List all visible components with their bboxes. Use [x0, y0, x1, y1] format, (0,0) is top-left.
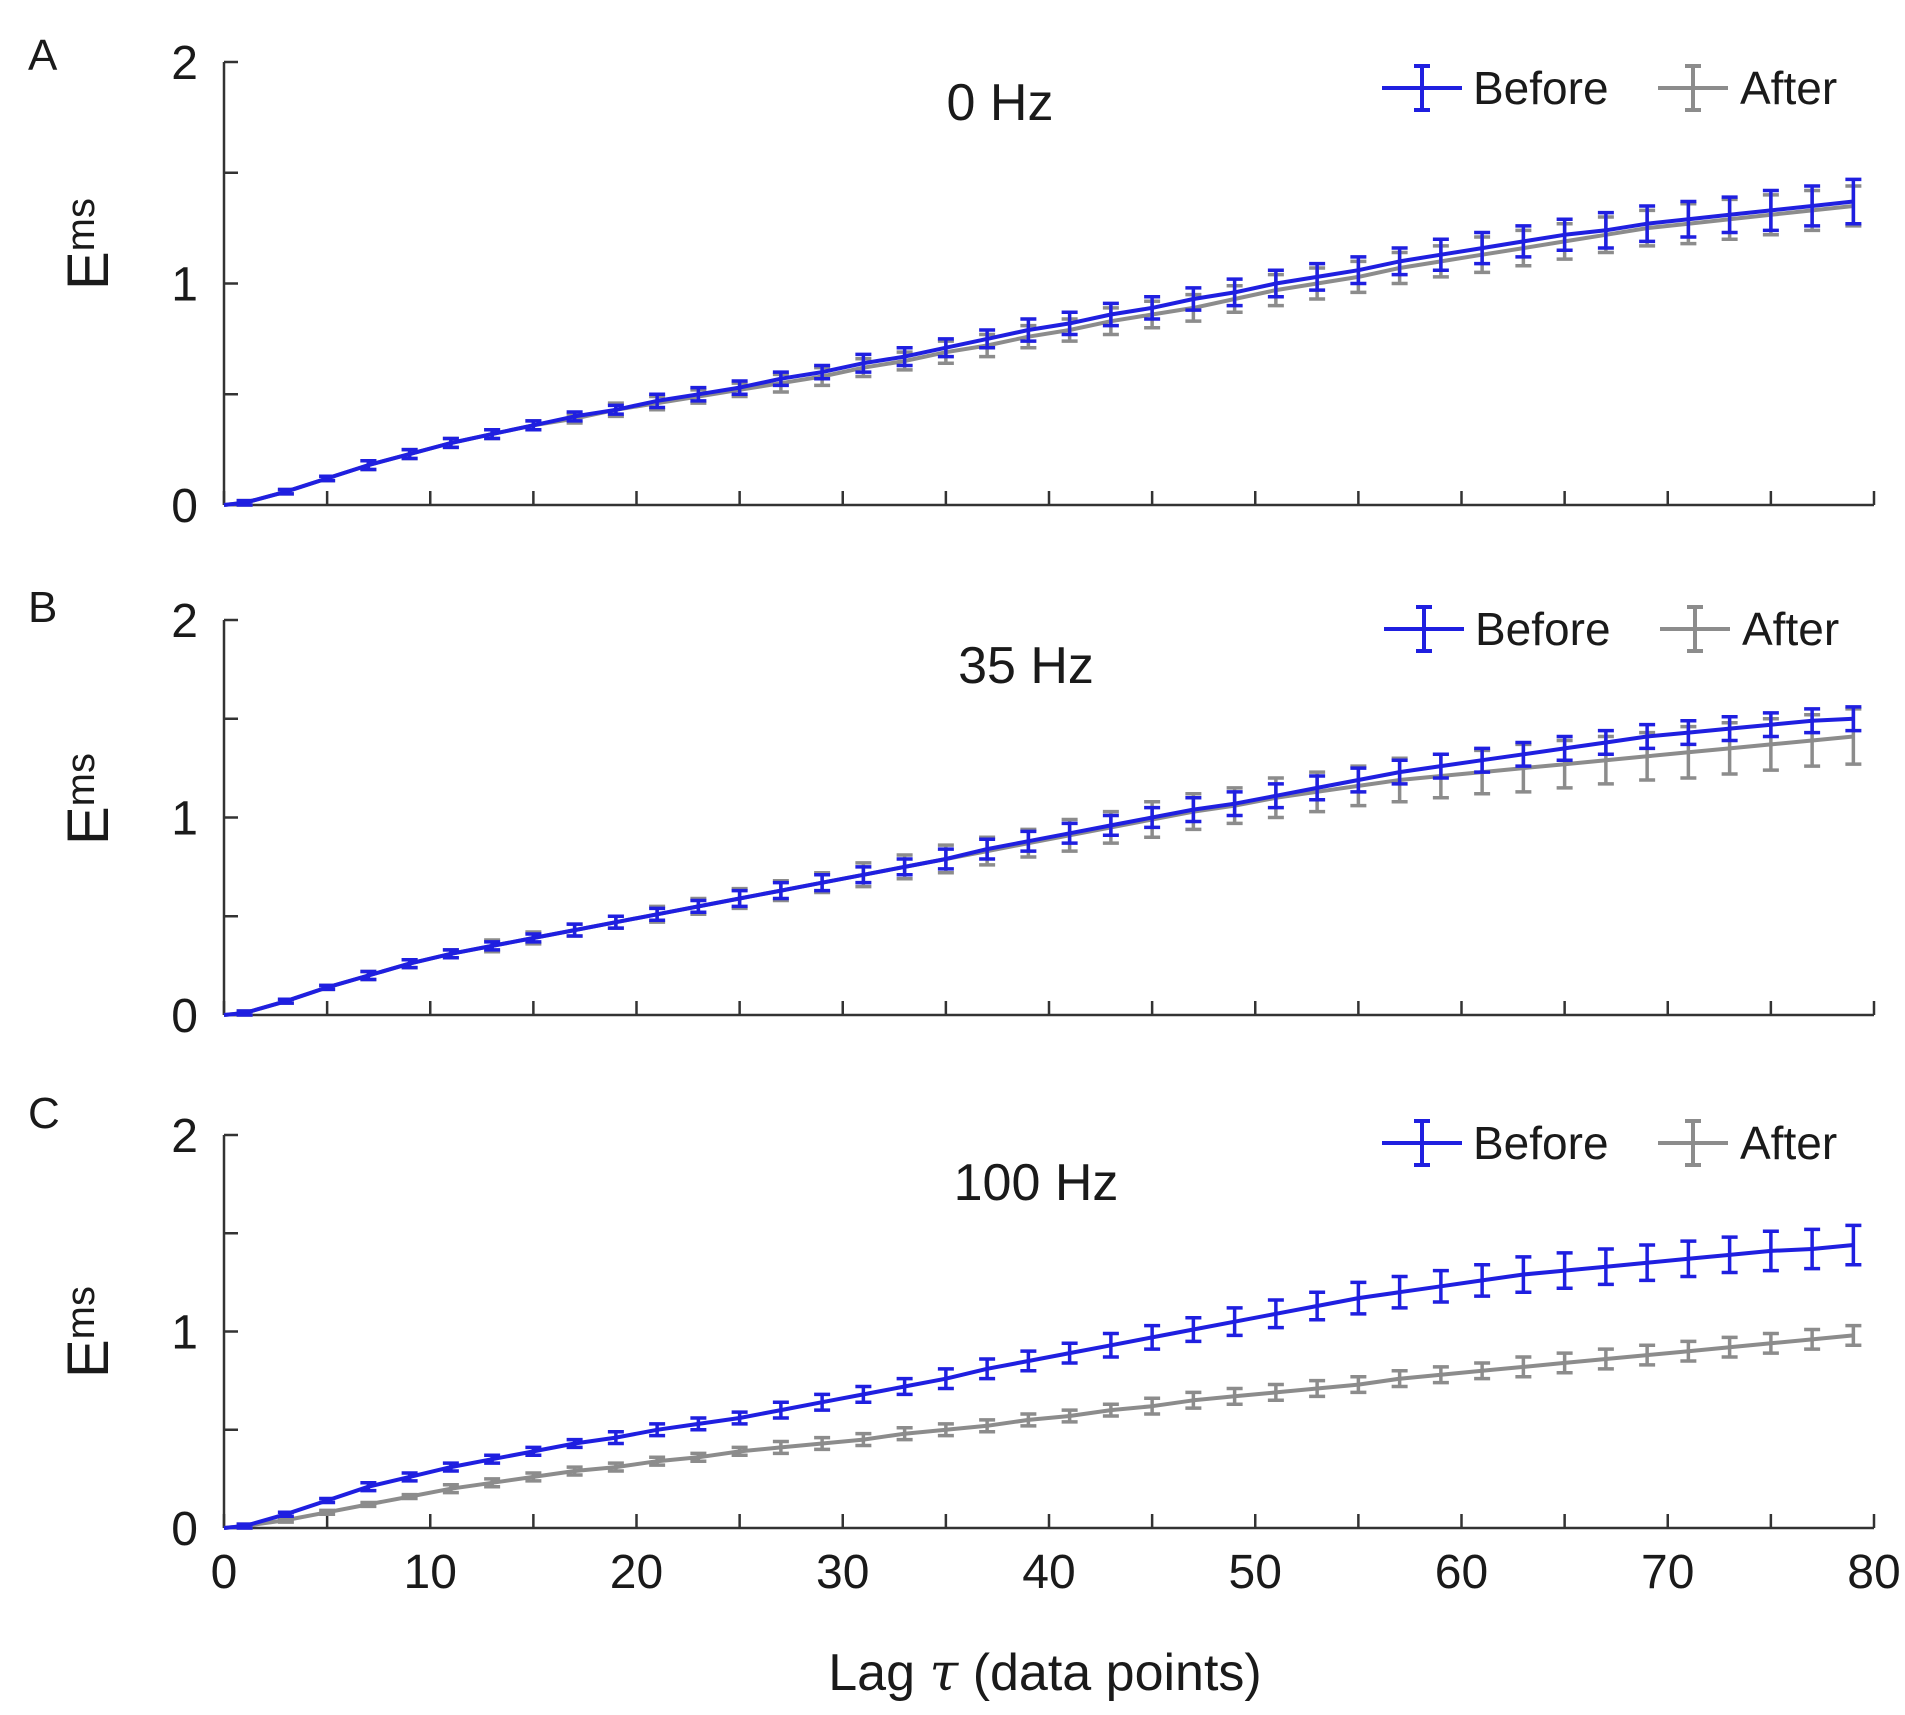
- y-axis-label-sub: ms: [59, 1286, 103, 1339]
- y-tick-label: 1: [171, 793, 198, 846]
- x-axis-label-suffix: (data points): [958, 1644, 1262, 1702]
- x-tick-label: 40: [1022, 1546, 1075, 1599]
- x-tick-label: 70: [1641, 1546, 1694, 1599]
- x-tick-label: 50: [1229, 1546, 1282, 1599]
- legend: Before After: [1384, 603, 1839, 655]
- series-line-after: [223, 1333, 1854, 1530]
- x-axis-label-prefix: Lag: [828, 1644, 929, 1702]
- y-axis-label-main: E: [56, 806, 121, 845]
- legend: Before After: [1382, 1117, 1837, 1169]
- panel-b: B 35 Hz Ems Before After 0 1 2: [28, 583, 1876, 1043]
- series-line-before: [223, 716, 1854, 1017]
- legend-label-after: After: [1742, 603, 1839, 655]
- y-tick-label: 1: [171, 259, 198, 312]
- y-tick-label: 0: [171, 1503, 198, 1556]
- y-axis-label-sub: ms: [59, 198, 103, 251]
- panel-title: 35 Hz: [958, 637, 1094, 695]
- y-tick-label: 1: [171, 1307, 198, 1360]
- y-tick-label: 0: [171, 480, 198, 533]
- x-tick-label: 10: [404, 1546, 457, 1599]
- panel-label: A: [28, 31, 58, 80]
- legend-label-before: Before: [1475, 603, 1611, 655]
- x-tick-label: 80: [1847, 1546, 1900, 1599]
- y-tick-label: 2: [171, 37, 198, 90]
- y-tick-label: 2: [171, 595, 198, 648]
- x-tick-label: 30: [816, 1546, 869, 1599]
- y-axis-label: Ems: [56, 753, 121, 845]
- legend-label-after: After: [1740, 1117, 1837, 1169]
- panel-title: 100 Hz: [954, 1154, 1119, 1212]
- y-tick-label: 0: [171, 990, 198, 1043]
- legend-label-before: Before: [1473, 62, 1609, 114]
- series-line-after: [223, 734, 1854, 1017]
- panel-title: 0 Hz: [947, 74, 1054, 132]
- x-axis-label: Lag τ (data points): [828, 1643, 1262, 1703]
- panel-a: A 0 Hz Ems Before After 0 1 2: [28, 31, 1876, 533]
- x-tick-label: 20: [610, 1546, 663, 1599]
- y-axis-label-sub: ms: [59, 753, 103, 806]
- y-tick-label: 2: [171, 1110, 198, 1163]
- legend-label-before: Before: [1473, 1117, 1609, 1169]
- y-axis-label-main: E: [56, 251, 121, 290]
- panel-label: C: [28, 1089, 60, 1138]
- x-tick-label: 0: [211, 1546, 238, 1599]
- plot-area: 0 1 2: [171, 595, 1876, 1043]
- plot-area: 0 1 2: [171, 37, 1876, 533]
- legend-label-after: After: [1740, 62, 1837, 114]
- x-tick-label: 60: [1435, 1546, 1488, 1599]
- y-axis-label-main: E: [56, 1339, 121, 1378]
- y-axis-label: Ems: [56, 1286, 121, 1378]
- panel-label: B: [28, 583, 57, 632]
- x-axis-label-symbol: τ: [929, 1643, 959, 1703]
- legend: Before After: [1382, 62, 1837, 114]
- y-axis-label: Ems: [56, 198, 121, 290]
